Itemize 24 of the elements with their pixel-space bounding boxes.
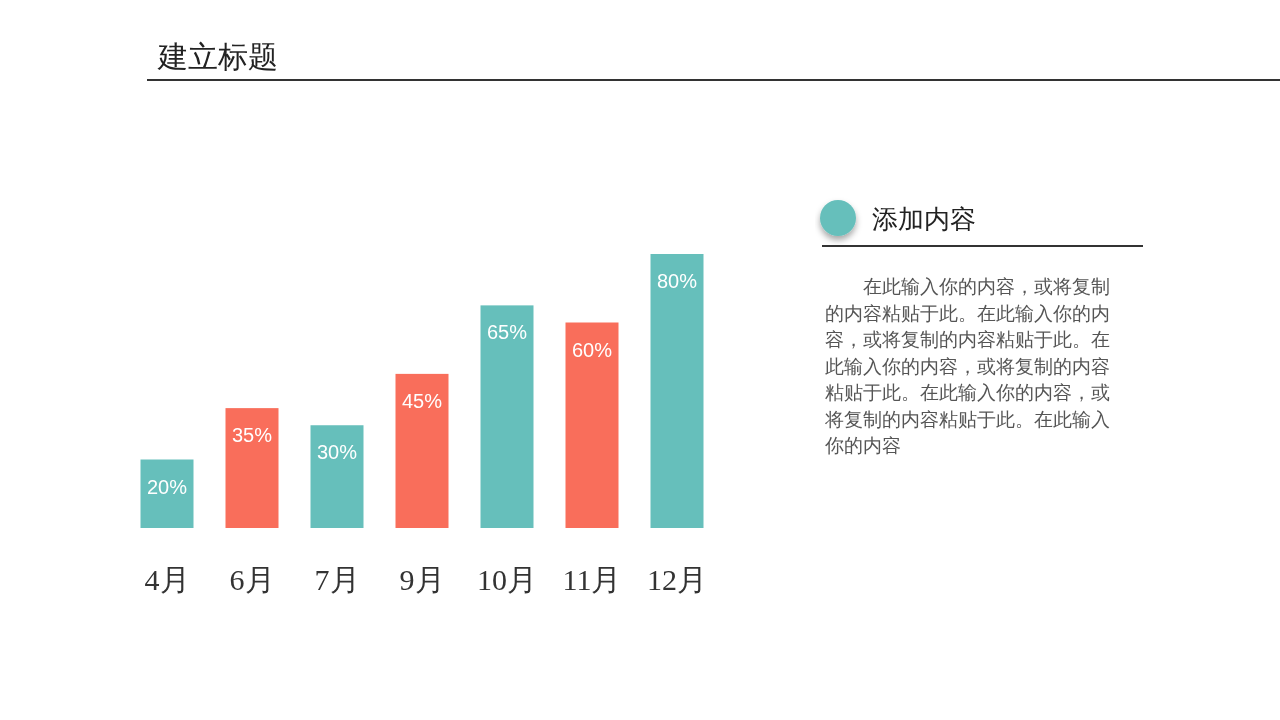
x-tick-label: 4月: [144, 563, 190, 596]
x-tick-label: 10月: [477, 563, 537, 596]
bar: [140, 459, 194, 528]
data-label: 65%: [486, 321, 528, 344]
bar: [225, 408, 279, 528]
bar: [565, 322, 619, 528]
text: 在此输入你的内容，或将复制的内容粘贴于此。在此输入你的内容，或将复制的内容粘贴于此。在此输入你的内容，或将复制的内容粘贴于此。在此输入你的内容，或将复制的内容粘贴于此。在此输入你的内容: [825, 274, 1111, 458]
x-tick-label: 6月: [229, 563, 275, 596]
data-label: 30%: [316, 441, 358, 464]
bar: [480, 305, 534, 528]
chart-title: 建立标题: [157, 40, 278, 73]
x-tick-label: 12月: [647, 563, 707, 596]
data-label: 60%: [571, 338, 613, 361]
bar: [395, 373, 449, 528]
x-tick-label: 11月: [562, 563, 622, 596]
data-label: 20%: [146, 475, 188, 498]
text: 添加内容: [872, 204, 976, 234]
x-tick-label: 7月: [314, 563, 360, 596]
data-label: 35%: [231, 424, 273, 447]
bar: [650, 254, 704, 528]
x-tick-label: 9月: [399, 563, 445, 596]
data-label: 80%: [656, 270, 698, 292]
bar: [310, 425, 364, 528]
data-label: 45%: [401, 389, 443, 412]
